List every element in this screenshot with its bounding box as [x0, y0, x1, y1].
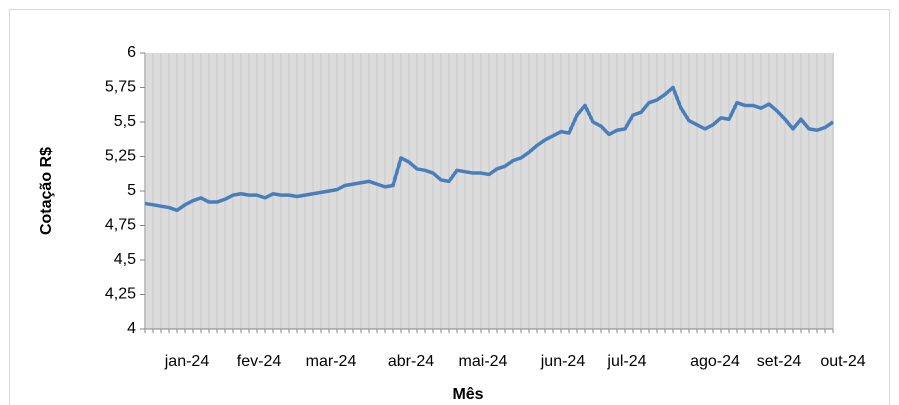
x-tick-label: out-24	[820, 353, 865, 370]
x-tick-label: jul-24	[606, 353, 646, 370]
y-axis-title: Cotação R$	[38, 147, 55, 235]
y-tick-label: 5,75	[105, 79, 136, 96]
x-tick-label: fev-24	[237, 353, 282, 370]
y-tick-label: 5,25	[105, 148, 136, 165]
y-tick-label: 4	[127, 320, 136, 337]
y-tick-label: 4,25	[105, 286, 136, 303]
line-series	[144, 85, 834, 213]
y-tick-label: 5,5	[114, 113, 136, 130]
x-tick-label: mar-24	[306, 353, 357, 370]
x-tick-label: set-24	[757, 353, 802, 370]
y-tick-label: 5	[127, 182, 136, 199]
x-tick-label: jun-24	[540, 353, 586, 370]
x-tick-label: abr-24	[388, 353, 434, 370]
y-tick-label: 6	[127, 44, 136, 61]
y-tick-label: 4,75	[105, 217, 136, 234]
x-axis-title: Mês	[452, 386, 483, 403]
x-tick-label: jan-24	[164, 353, 210, 370]
x-tick-label: ago-24	[690, 353, 740, 370]
x-tick-label: mai-24	[459, 353, 508, 370]
y-tick-label: 4,5	[114, 251, 136, 268]
